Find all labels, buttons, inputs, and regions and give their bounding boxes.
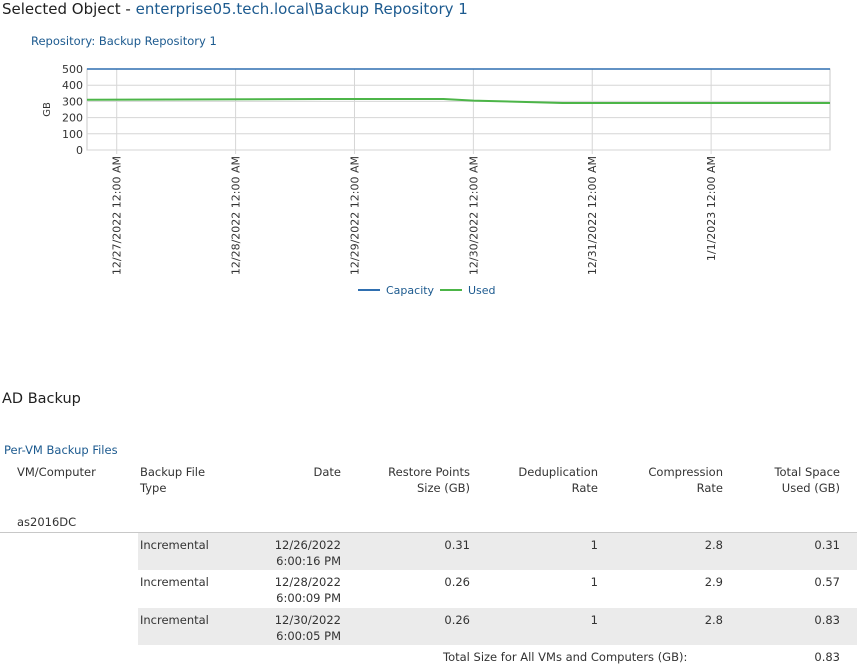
header-backup-file-type-line1: Backup File: [140, 465, 206, 479]
y-tick-label: 400: [62, 79, 83, 92]
repository-capacity-chart: 0 100 200 300 400 500 GB 12/27/2022 12:00 AM 12/…: [42, 63, 831, 297]
y-tick-label: 300: [62, 95, 83, 108]
cell-compression-rate: 2.8: [704, 613, 723, 627]
header-total-space-used: Total Space Used (GB): [774, 464, 840, 496]
header-dedup-line2: Rate: [571, 481, 598, 495]
header-date: Date: [313, 465, 342, 479]
table-title: Per-VM Backup Files: [4, 443, 118, 457]
header-comp-line2: Rate: [696, 481, 723, 495]
repository-chart-title: Repository: Backup Repository 1: [31, 34, 217, 48]
cell-date-time: 6:00:16 PM: [276, 554, 341, 568]
cell-restore-size: 0.26: [444, 613, 470, 627]
header-total-line1: Total Space: [774, 465, 840, 479]
header-comp-line1: Compression: [648, 465, 723, 479]
table-divider: [0, 532, 857, 533]
cell-total-used: 0.83: [814, 613, 840, 627]
cell-dedup-rate: 1: [590, 613, 598, 627]
y-axis-label: GB: [42, 102, 53, 117]
plot-area: [86, 68, 831, 151]
legend-label-used: Used: [468, 284, 496, 297]
cell-date-day: 12/30/2022: [274, 613, 341, 627]
x-tick-label: 1/1/2023 12:00 AM: [705, 156, 718, 261]
x-tick-label: 12/29/2022 12:00 AM: [348, 156, 361, 275]
section-title: AD Backup: [2, 391, 81, 407]
table-row-band: [138, 533, 857, 570]
y-tick-label: 200: [62, 112, 83, 125]
x-tick-label: 12/31/2022 12:00 AM: [586, 156, 599, 275]
header-backup-file-type-line2: Type: [140, 481, 167, 495]
selected-object-header: Selected Object - enterprise05.tech.loca…: [2, 0, 468, 18]
cell-backup-type: Incremental: [140, 575, 209, 589]
vm-name: as2016DC: [17, 515, 77, 529]
cell-restore-size: 0.26: [444, 575, 470, 589]
cell-total-used: 0.57: [814, 575, 840, 589]
cell-dedup-rate: 1: [590, 575, 598, 589]
header-vm-computer: VM/Computer: [17, 465, 96, 479]
header-total-line2: Used (GB): [781, 481, 840, 495]
header-deduplication-rate: Deduplication Rate: [518, 464, 598, 496]
cell-date-day: 12/28/2022: [274, 575, 341, 589]
y-tick-label: 100: [62, 128, 83, 141]
table-row-band: [138, 608, 857, 645]
cell-dedup-rate: 1: [590, 538, 598, 552]
total-size-value: 0.83: [814, 650, 840, 664]
cell-date-day: 12/26/2022: [274, 538, 341, 552]
cell-total-used: 0.31: [814, 538, 840, 552]
selected-object-path[interactable]: enterprise05.tech.local\Backup Repositor…: [135, 0, 468, 18]
cell-compression-rate: 2.8: [704, 538, 723, 552]
x-tick-label: 12/27/2022 12:00 AM: [111, 156, 124, 275]
cell-backup-type: Incremental: [140, 613, 209, 627]
selected-object-label: Selected Object -: [2, 0, 136, 18]
x-tick-label: 12/30/2022 12:00 AM: [467, 156, 480, 275]
cell-compression-rate: 2.9: [704, 575, 723, 589]
cell-date: 12/28/2022 6:00:09 PM: [275, 574, 341, 606]
header-dedup-line1: Deduplication: [518, 465, 598, 479]
cell-restore-size: 0.31: [444, 538, 470, 552]
header-restore-points-size: Restore Points Size (GB): [388, 464, 470, 496]
cell-date: 12/26/2022 6:00:16 PM: [275, 537, 341, 569]
cell-backup-type: Incremental: [140, 538, 209, 552]
total-size-label: Total Size for All VMs and Computers (GB…: [443, 650, 688, 664]
x-tick-label: 12/28/2022 12:00 AM: [230, 156, 243, 275]
cell-date-time: 6:00:09 PM: [276, 591, 341, 605]
y-tick-label: 500: [62, 63, 83, 76]
legend-label-capacity: Capacity: [386, 284, 435, 297]
header-restore-line2: Size (GB): [416, 481, 470, 495]
cell-date-time: 6:00:05 PM: [276, 629, 341, 643]
cell-date: 12/30/2022 6:00:05 PM: [275, 612, 341, 644]
header-restore-line1: Restore Points: [388, 465, 470, 479]
y-tick-label: 0: [76, 144, 83, 157]
header-compression-rate: Compression Rate: [648, 464, 723, 496]
header-backup-file-type: Backup File Type: [140, 464, 205, 496]
used-line: [86, 98, 830, 104]
